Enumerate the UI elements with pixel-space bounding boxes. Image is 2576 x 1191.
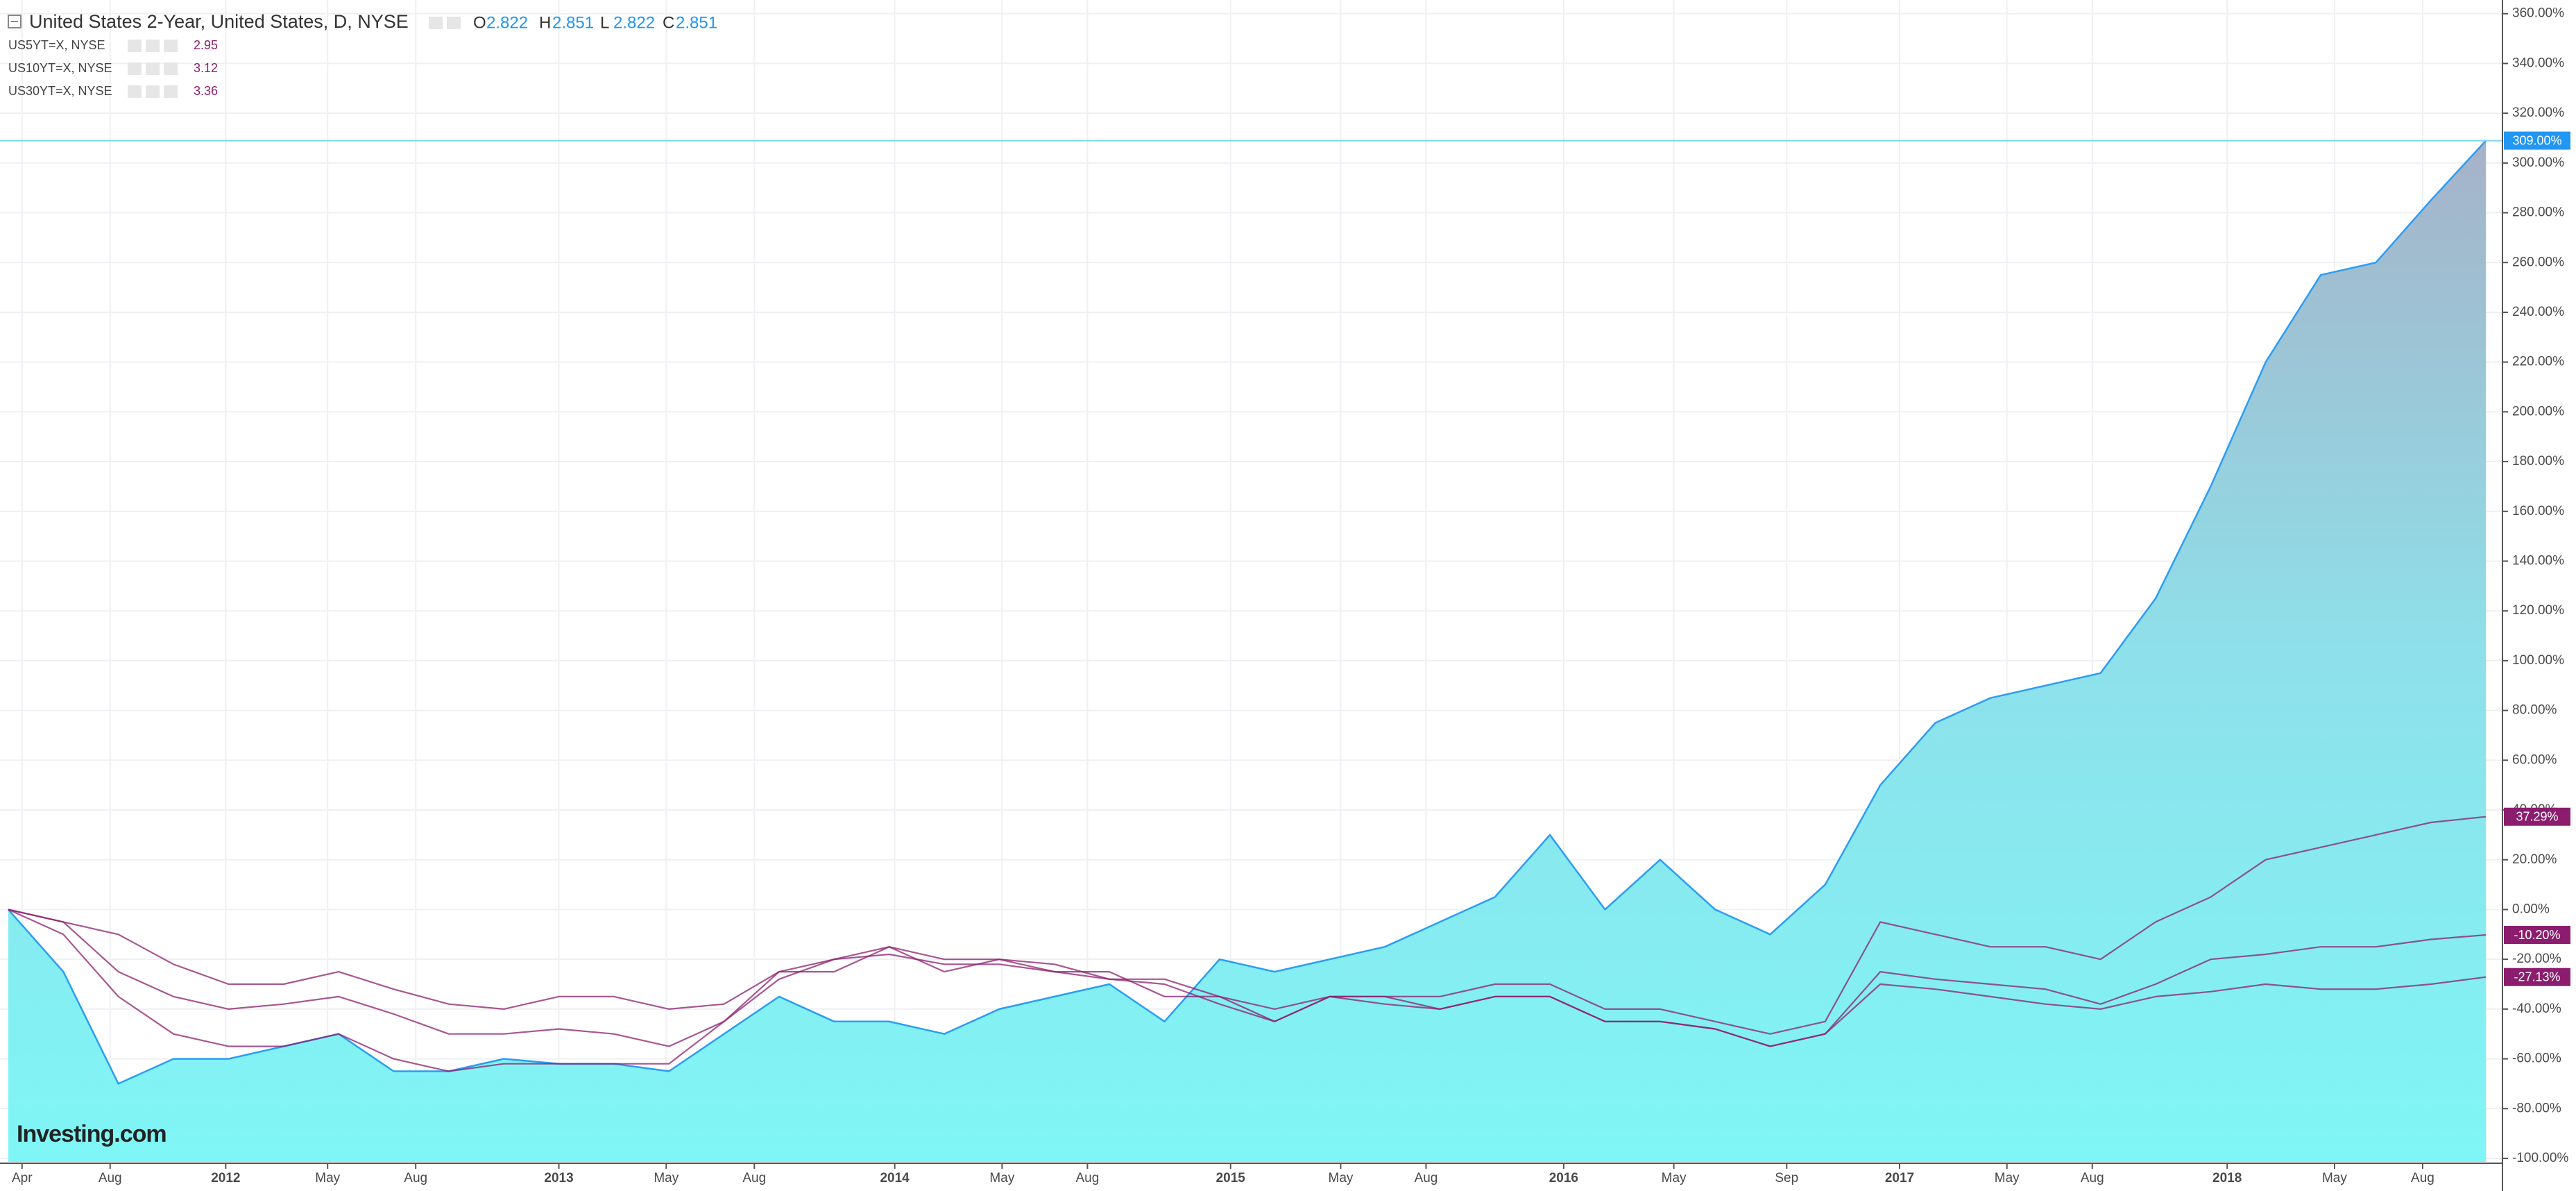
- x-tick-label: Aug: [2411, 1171, 2434, 1185]
- x-tick-label: 2013: [544, 1171, 573, 1185]
- price-tag-label: -10.20%: [2514, 928, 2560, 942]
- y-tick-label: 340.00%: [2512, 56, 2564, 70]
- line: [8, 909, 2487, 1047]
- x-tick-label: May: [654, 1171, 679, 1185]
- legend-value: 2.95: [194, 38, 218, 52]
- y-tick-label: 140.00%: [2512, 554, 2564, 568]
- legend-name[interactable]: US5YT=X, NYSE: [8, 38, 105, 52]
- legend-value: 3.12: [194, 61, 218, 75]
- x-tick-label: 2018: [2212, 1171, 2242, 1185]
- x-tick-label: Apr: [12, 1171, 33, 1185]
- x-tick-label: May: [989, 1171, 1014, 1185]
- ohlc-value: 2.851: [552, 13, 594, 32]
- legend-icon[interactable]: [164, 40, 178, 52]
- x-tick-label: Aug: [742, 1171, 766, 1185]
- x-tick-label: May: [1662, 1171, 1687, 1185]
- legend-icon[interactable]: [146, 62, 160, 75]
- y-tick-label: 240.00%: [2512, 305, 2564, 319]
- legend-icon[interactable]: [146, 40, 160, 52]
- line: [8, 816, 2487, 1072]
- ohlc-value: 2.822: [613, 13, 655, 32]
- plot: [0, 140, 2502, 1163]
- x-tick-label: 2016: [1549, 1171, 1578, 1185]
- legend-icon[interactable]: [128, 40, 142, 52]
- y-tick-label: 280.00%: [2512, 205, 2564, 220]
- x-tick-label: Aug: [1415, 1171, 1438, 1185]
- price-tag-label: 37.29%: [2516, 809, 2558, 823]
- ohlc-key: C: [663, 13, 674, 32]
- settings-icon[interactable]: [447, 17, 461, 29]
- x-tick-label: Aug: [404, 1171, 427, 1185]
- price-tag-label: 309.00%: [2512, 133, 2561, 147]
- x-tick-label: Aug: [1075, 1171, 1099, 1185]
- y-tick-label: 60.00%: [2512, 752, 2557, 767]
- price-tag: [2504, 807, 2570, 826]
- ohlc-key: O: [473, 13, 486, 32]
- legend-icon[interactable]: [128, 62, 142, 75]
- symbol-title: United States 2-Year, United States, D, …: [29, 11, 409, 32]
- y-tick-label: 360.00%: [2512, 6, 2564, 21]
- y-tick-label: -20.00%: [2512, 952, 2561, 966]
- y-tick-label: 100.00%: [2512, 653, 2564, 668]
- x-tick-label: 2012: [211, 1171, 240, 1185]
- price-tag: [2504, 968, 2570, 986]
- ohlc-key: H: [539, 13, 551, 32]
- line: [8, 909, 2487, 1047]
- x-tick-label: 2017: [1885, 1171, 1914, 1185]
- price-tag: [2504, 926, 2570, 945]
- y-tick-label: 80.00%: [2512, 703, 2557, 718]
- y-tick-label: -60.00%: [2512, 1051, 2561, 1066]
- collapse-icon[interactable]: [8, 15, 22, 28]
- y-tick-label: 160.00%: [2512, 504, 2564, 518]
- legend-icon[interactable]: [164, 85, 178, 98]
- price-tag: [2504, 131, 2570, 150]
- x-tick-label: May: [2322, 1171, 2347, 1185]
- x-tick-label: Sep: [1775, 1171, 1798, 1185]
- y-tick-label: 0.00%: [2512, 902, 2550, 916]
- ohlc-value: 2.822: [486, 13, 528, 32]
- x-tick-label: May: [315, 1171, 340, 1185]
- legend-name[interactable]: US30YT=X, NYSE: [8, 84, 112, 98]
- y-tick-label: -100.00%: [2512, 1151, 2568, 1165]
- y-tick-label: -40.00%: [2512, 1002, 2561, 1016]
- x-tick-label: May: [1329, 1171, 1354, 1185]
- y-tick-label: 20.00%: [2512, 852, 2557, 867]
- legend-icon[interactable]: [146, 85, 160, 98]
- logo: Investing.com: [17, 1121, 167, 1147]
- ohlc-key: L: [600, 13, 609, 32]
- legend-icon[interactable]: [128, 85, 142, 98]
- y-tick-label: 220.00%: [2512, 355, 2564, 369]
- line: [7, 140, 2487, 1085]
- legend-value: 3.36: [194, 84, 218, 98]
- x-tick-label: 2015: [1216, 1171, 1246, 1185]
- axes: -100.00% -80.00% -60.00% -40.00% -20.00% 0.00…: [12, 6, 2570, 1185]
- ohlc-value: 2.851: [676, 13, 717, 32]
- x-tick-label: May: [1995, 1171, 2020, 1185]
- legend-name[interactable]: US10YT=X, NYSE: [8, 61, 112, 75]
- y-tick-label: 300.00%: [2512, 155, 2564, 170]
- y-tick-label: 200.00%: [2512, 404, 2564, 419]
- legend-icon[interactable]: [164, 62, 178, 75]
- price-tag-label: -27.13%: [2514, 970, 2560, 983]
- x-tick-label: 2014: [880, 1171, 910, 1185]
- area: [8, 140, 2487, 1163]
- y-tick-label: -80.00%: [2512, 1101, 2561, 1115]
- y-tick-label: 260.00%: [2512, 255, 2564, 269]
- y-tick-label: 320.00%: [2512, 105, 2564, 120]
- legend: United States 2-Year, United States, D, …: [8, 11, 717, 98]
- y-tick-label: 120.00%: [2512, 603, 2564, 618]
- y-tick-label: 180.00%: [2512, 454, 2564, 468]
- x-tick-label: Aug: [99, 1171, 122, 1185]
- settings-icon[interactable]: [429, 17, 443, 29]
- x-tick-label: Aug: [2081, 1171, 2104, 1185]
